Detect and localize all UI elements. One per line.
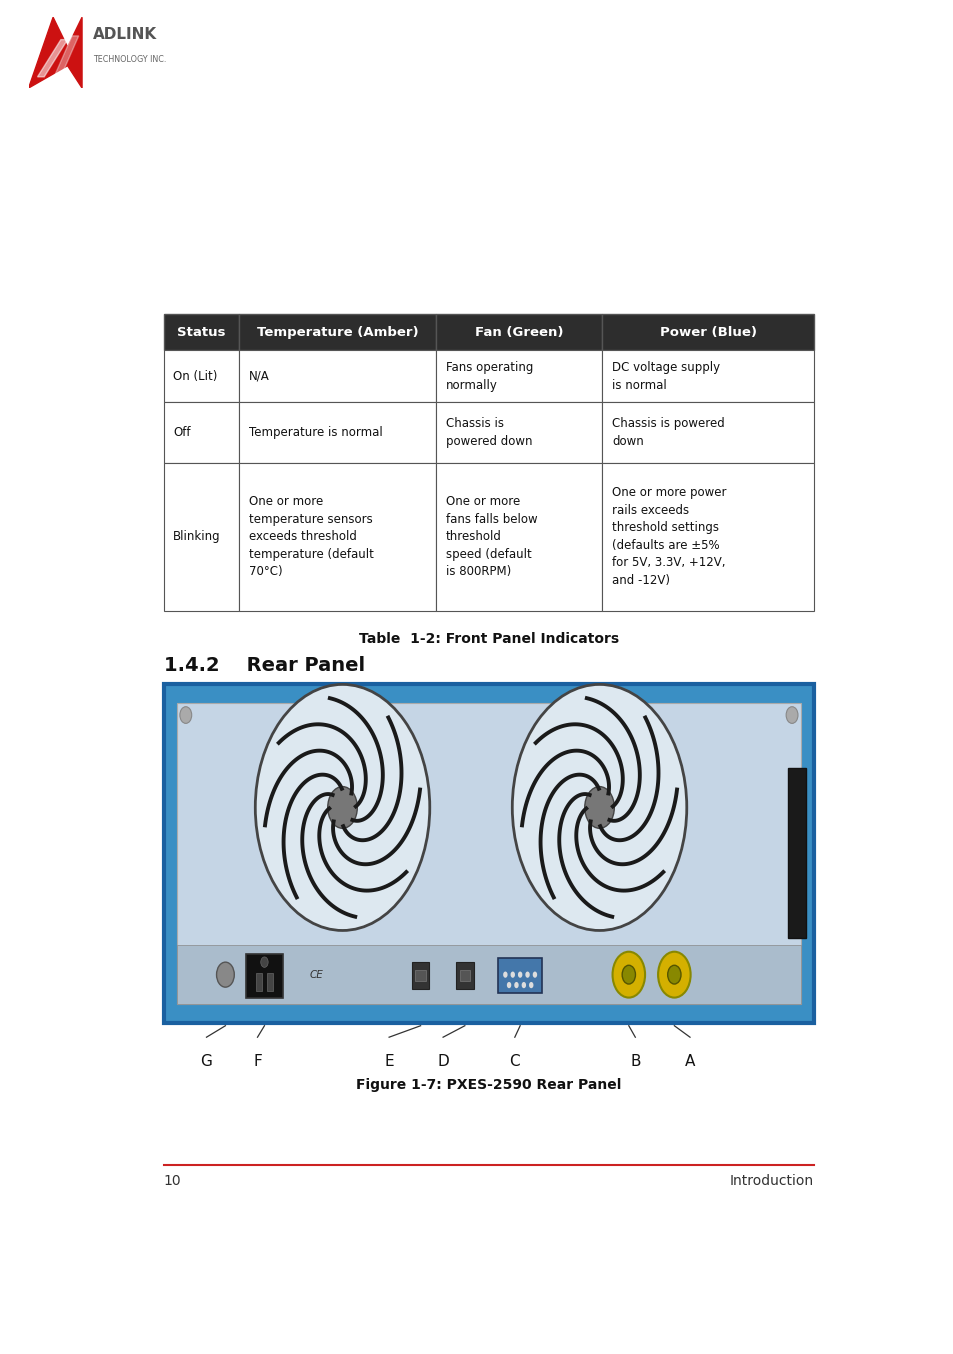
Bar bbox=[176, 703, 801, 1003]
Bar bbox=[246, 953, 283, 998]
Bar bbox=[456, 963, 474, 990]
Bar bbox=[164, 351, 239, 402]
Bar bbox=[497, 959, 541, 994]
Polygon shape bbox=[37, 39, 68, 77]
Bar bbox=[787, 769, 805, 938]
Text: Blinking: Blinking bbox=[173, 531, 220, 543]
Text: Off: Off bbox=[173, 427, 191, 439]
Circle shape bbox=[180, 983, 192, 999]
Text: Chassis is
powered down: Chassis is powered down bbox=[445, 417, 532, 448]
Circle shape bbox=[260, 957, 268, 967]
Circle shape bbox=[502, 972, 507, 978]
Text: Introduction: Introduction bbox=[729, 1174, 813, 1187]
Text: One or more
temperature sensors
exceeds threshold
temperature (default
70°C): One or more temperature sensors exceeds … bbox=[249, 496, 374, 578]
Bar bbox=[164, 684, 813, 1022]
Circle shape bbox=[517, 972, 522, 978]
Text: TECHNOLOGY INC.: TECHNOLOGY INC. bbox=[93, 56, 167, 64]
Bar bbox=[239, 402, 436, 463]
Circle shape bbox=[521, 982, 525, 988]
Circle shape bbox=[216, 963, 234, 987]
Circle shape bbox=[510, 972, 515, 978]
Bar bbox=[415, 971, 425, 980]
Bar bbox=[164, 314, 239, 351]
Text: ADLINK: ADLINK bbox=[93, 27, 157, 42]
Bar bbox=[255, 972, 261, 991]
Circle shape bbox=[514, 982, 518, 988]
Bar bbox=[459, 971, 470, 980]
Text: CE: CE bbox=[310, 969, 323, 980]
Circle shape bbox=[584, 787, 614, 829]
Text: 10: 10 bbox=[164, 1174, 181, 1187]
Circle shape bbox=[612, 952, 644, 998]
Text: 1.4.2    Rear Panel: 1.4.2 Rear Panel bbox=[164, 655, 364, 674]
Bar bbox=[436, 314, 601, 351]
Text: Temperature (Amber): Temperature (Amber) bbox=[256, 325, 418, 338]
Circle shape bbox=[529, 982, 533, 988]
Circle shape bbox=[667, 965, 680, 984]
Circle shape bbox=[621, 965, 635, 984]
Bar bbox=[176, 945, 801, 1003]
Bar bbox=[412, 963, 429, 990]
Text: One or more power
rails exceeds
threshold settings
(defaults are ±5%
for 5V, 3.3: One or more power rails exceeds threshol… bbox=[612, 486, 726, 588]
Bar bbox=[601, 463, 813, 611]
Text: On (Lit): On (Lit) bbox=[173, 370, 217, 383]
Bar bbox=[267, 972, 274, 991]
Bar bbox=[436, 351, 601, 402]
Polygon shape bbox=[53, 35, 78, 79]
Bar bbox=[164, 463, 239, 611]
Text: Figure 1-7: PXES-2590 Rear Panel: Figure 1-7: PXES-2590 Rear Panel bbox=[355, 1078, 621, 1091]
Circle shape bbox=[506, 982, 511, 988]
Circle shape bbox=[512, 684, 686, 930]
Circle shape bbox=[785, 707, 797, 723]
Bar bbox=[436, 402, 601, 463]
Text: Power (Blue): Power (Blue) bbox=[659, 325, 756, 338]
Circle shape bbox=[180, 707, 192, 723]
Circle shape bbox=[658, 952, 690, 998]
Bar bbox=[239, 351, 436, 402]
Bar bbox=[601, 351, 813, 402]
Text: Chassis is powered
down: Chassis is powered down bbox=[612, 417, 724, 448]
Text: Table  1-2: Front Panel Indicators: Table 1-2: Front Panel Indicators bbox=[358, 631, 618, 646]
Circle shape bbox=[328, 787, 357, 829]
Bar bbox=[239, 463, 436, 611]
Bar bbox=[239, 314, 436, 351]
Text: E: E bbox=[384, 1053, 394, 1068]
Text: Fan (Green): Fan (Green) bbox=[475, 325, 563, 338]
Bar bbox=[164, 402, 239, 463]
Circle shape bbox=[785, 983, 797, 999]
Bar bbox=[601, 402, 813, 463]
Circle shape bbox=[255, 684, 429, 930]
Bar bbox=[601, 314, 813, 351]
Polygon shape bbox=[29, 18, 82, 88]
Text: C: C bbox=[509, 1053, 519, 1068]
Circle shape bbox=[525, 972, 529, 978]
Circle shape bbox=[532, 972, 537, 978]
Text: Temperature is normal: Temperature is normal bbox=[249, 427, 382, 439]
Text: N/A: N/A bbox=[249, 370, 270, 383]
Text: D: D bbox=[436, 1053, 449, 1068]
Text: Fans operating
normally: Fans operating normally bbox=[445, 362, 533, 391]
Text: A: A bbox=[684, 1053, 695, 1068]
Text: One or more
fans falls below
threshold
speed (default
is 800RPM): One or more fans falls below threshold s… bbox=[445, 496, 537, 578]
Text: B: B bbox=[629, 1053, 639, 1068]
Text: Status: Status bbox=[177, 325, 226, 338]
Text: F: F bbox=[253, 1053, 262, 1068]
Text: DC voltage supply
is normal: DC voltage supply is normal bbox=[612, 362, 720, 391]
Text: G: G bbox=[200, 1053, 213, 1068]
Bar bbox=[436, 463, 601, 611]
